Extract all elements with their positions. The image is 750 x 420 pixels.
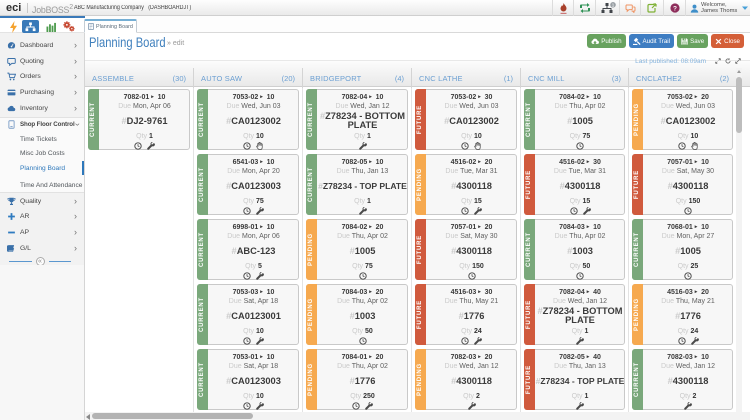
svg-text:1: 1 — [611, 3, 614, 8]
svg-text:?: ? — [673, 5, 677, 12]
